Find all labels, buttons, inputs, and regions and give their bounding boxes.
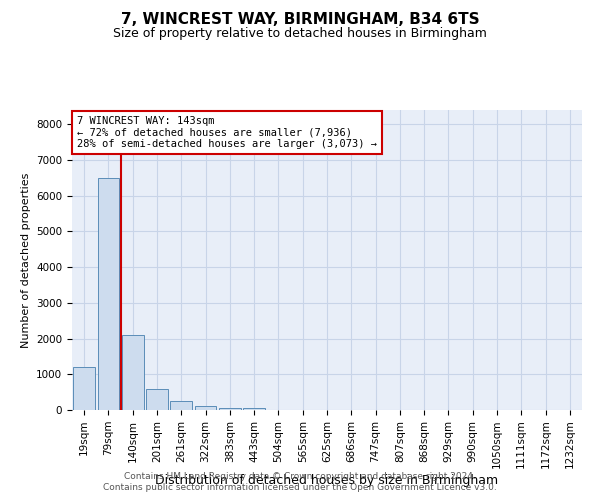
Y-axis label: Number of detached properties: Number of detached properties: [20, 172, 31, 348]
Text: Contains public sector information licensed under the Open Government Licence v3: Contains public sector information licen…: [103, 484, 497, 492]
Bar: [194, 406, 217, 410]
Bar: [243, 408, 265, 410]
Bar: [122, 335, 143, 410]
Bar: [170, 401, 192, 410]
X-axis label: Distribution of detached houses by size in Birmingham: Distribution of detached houses by size …: [155, 474, 499, 487]
Bar: [97, 178, 119, 410]
Bar: [73, 367, 95, 410]
Text: Contains HM Land Registry data © Crown copyright and database right 2024.: Contains HM Land Registry data © Crown c…: [124, 472, 476, 481]
Text: Size of property relative to detached houses in Birmingham: Size of property relative to detached ho…: [113, 28, 487, 40]
Bar: [219, 408, 241, 410]
Text: 7 WINCREST WAY: 143sqm
← 72% of detached houses are smaller (7,936)
28% of semi-: 7 WINCREST WAY: 143sqm ← 72% of detached…: [77, 116, 377, 149]
Bar: [146, 388, 168, 410]
Text: 7, WINCREST WAY, BIRMINGHAM, B34 6TS: 7, WINCREST WAY, BIRMINGHAM, B34 6TS: [121, 12, 479, 28]
